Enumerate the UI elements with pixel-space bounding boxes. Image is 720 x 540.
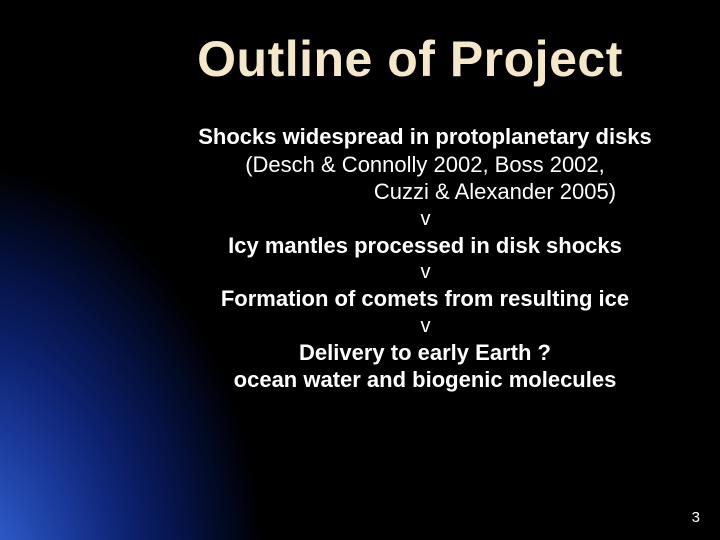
point-3: Formation of comets from resulting ice xyxy=(190,285,660,313)
arrow-3: v xyxy=(190,313,660,339)
point-4-b: ocean water and biogenic molecules xyxy=(190,366,660,394)
point-1-citation-b: Cuzzi & Alexander 2005) xyxy=(190,178,660,206)
point-1-heading: Shocks widespread in protoplanetary disk… xyxy=(190,123,660,151)
arrow-2: v xyxy=(190,259,660,285)
point-1-citation-a: (Desch & Connolly 2002, Boss 2002, xyxy=(190,151,660,179)
page-number: 3 xyxy=(692,509,700,526)
slide-container: Outline of Project Shocks widespread in … xyxy=(0,0,720,540)
point-2: Icy mantles processed in disk shocks xyxy=(190,232,660,260)
arrow-1: v xyxy=(190,206,660,232)
slide-body: Shocks widespread in protoplanetary disk… xyxy=(190,123,660,394)
point-4-a: Delivery to early Earth ? xyxy=(190,339,660,367)
slide-title: Outline of Project xyxy=(140,30,680,88)
